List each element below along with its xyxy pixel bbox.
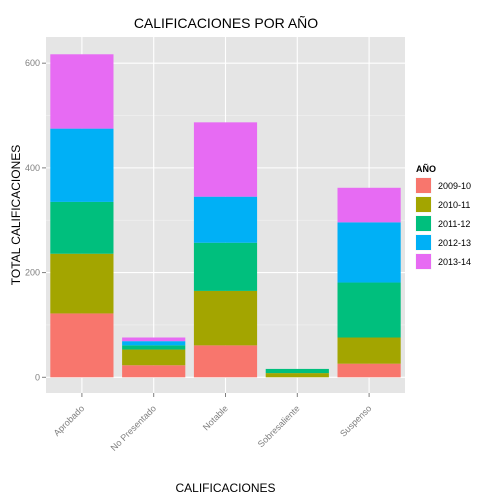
bar-segment [50, 313, 114, 378]
bar-segment [50, 201, 114, 254]
legend-label: 2013-14 [438, 257, 471, 267]
bar-segment [50, 253, 114, 314]
bar-segment [337, 337, 401, 364]
bar-segment [50, 128, 114, 202]
legend-key [416, 178, 431, 193]
legend-label: 2012-13 [438, 238, 471, 248]
x-axis-title: CALIFICACIONES [175, 481, 275, 495]
legend-key [416, 216, 431, 231]
legend-key [416, 235, 431, 250]
legend-title: AÑO [416, 164, 436, 174]
bar-segment [337, 363, 401, 378]
y-tick-label: 200 [25, 268, 40, 278]
legend-label: 2011-12 [438, 219, 470, 229]
y-tick-label: 600 [25, 58, 40, 68]
y-axis-title: TOTAL CALIFICACIONES [9, 145, 23, 285]
bar-segment [193, 290, 258, 346]
y-axis-ticks: 0 200 400 600 [25, 58, 46, 382]
bar-segment [122, 345, 186, 350]
legend: AÑO 2009-10 2010-11 2011-12 2012-13 2013-14 [414, 164, 471, 271]
bar-segment [265, 368, 329, 374]
chart-title: CALIFICACIONES POR AÑO [134, 15, 318, 31]
legend-key [416, 197, 431, 212]
legend-label: 2009-10 [438, 181, 471, 191]
legend-key [416, 254, 431, 269]
bar-segment [337, 282, 401, 338]
y-tick-label: 0 [35, 372, 40, 382]
bar-segment [193, 242, 258, 291]
bar-segment [122, 341, 186, 346]
bar-segment [193, 196, 258, 243]
bar-segment [265, 373, 329, 378]
bar-segment [122, 337, 186, 342]
bar-segment [337, 222, 401, 283]
bar-segment [122, 365, 186, 378]
bar-segment [193, 122, 258, 197]
legend-label: 2010-11 [438, 200, 470, 210]
y-tick-label: 400 [25, 163, 40, 173]
bar-segment [337, 187, 401, 223]
bar-segment [193, 345, 258, 378]
bar-segment [122, 349, 186, 366]
bar-segment [50, 54, 114, 129]
bars-layer [50, 54, 401, 378]
